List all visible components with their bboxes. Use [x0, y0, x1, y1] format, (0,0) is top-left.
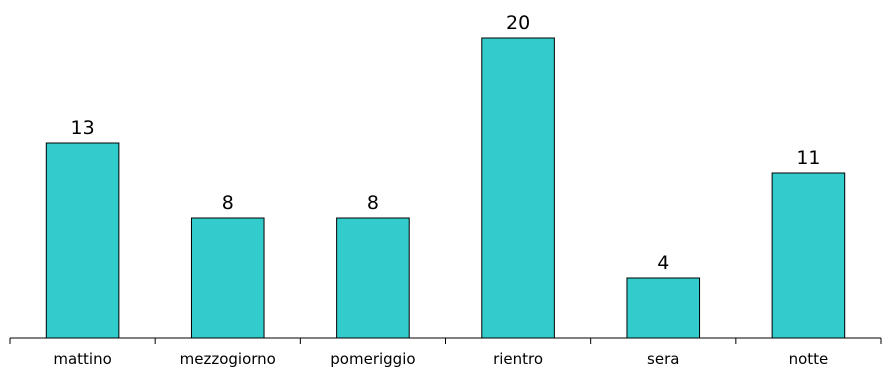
bar-rientro [481, 37, 555, 339]
value-labels-group: 13 8 8 20 4 11 [70, 12, 820, 274]
category-label-rientro: rientro [493, 350, 543, 368]
value-label-mattino: 13 [70, 117, 94, 139]
bar-sera [626, 277, 701, 339]
value-label-mezzogiorno: 8 [222, 192, 234, 214]
category-label-pomeriggio: pomeriggio [330, 350, 415, 368]
category-label-sera: sera [647, 350, 679, 368]
x-axis-labels: mattino mezzogiorno pomeriggio rientro sera n… [53, 350, 828, 368]
value-label-sera: 4 [657, 252, 669, 274]
category-label-mattino: mattino [53, 350, 111, 368]
category-label-notte: notte [789, 350, 829, 368]
value-label-notte: 11 [796, 147, 820, 169]
bars-group [45, 37, 846, 339]
bar-notte [771, 172, 846, 339]
category-label-mezzogiorno: mezzogiorno [180, 350, 276, 368]
value-label-rientro: 20 [506, 12, 530, 34]
bar-mezzogiorno [190, 217, 265, 339]
bar-pomeriggio [336, 217, 410, 339]
value-label-pomeriggio: 8 [367, 192, 379, 214]
x-axis-ticks [9, 338, 882, 344]
bar-mattino [45, 142, 120, 339]
